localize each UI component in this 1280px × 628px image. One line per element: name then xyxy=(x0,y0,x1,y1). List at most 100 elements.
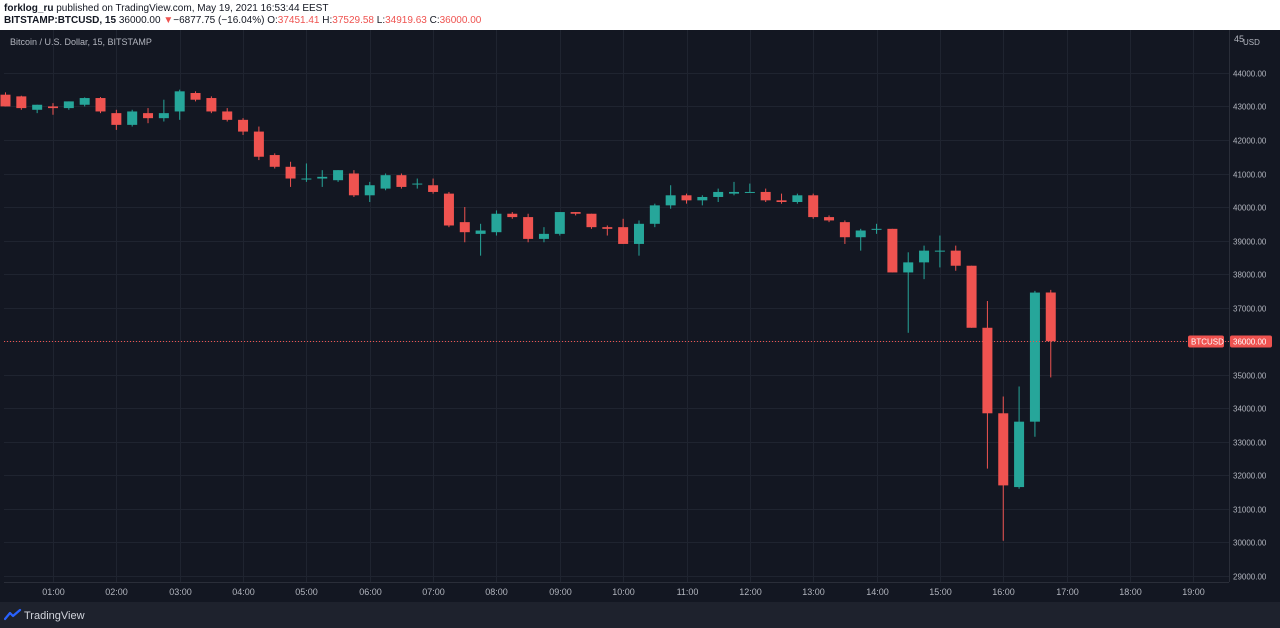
candle-body xyxy=(222,111,233,120)
price-tick-label: 44000.00 xyxy=(1233,70,1267,79)
candle-body xyxy=(649,205,660,224)
candle xyxy=(0,92,11,107)
candle xyxy=(998,396,1009,541)
candle-body xyxy=(380,175,391,189)
candle xyxy=(966,265,977,328)
candle xyxy=(127,109,138,127)
candle xyxy=(570,212,581,216)
candle-body xyxy=(744,191,755,193)
candle-body xyxy=(903,262,914,273)
change-arrow-icon: ▼ xyxy=(163,15,174,26)
candle xyxy=(760,188,771,203)
candle xyxy=(63,101,74,110)
candle xyxy=(79,97,90,107)
candle-body xyxy=(190,93,201,100)
candle xyxy=(380,173,391,191)
candle-body xyxy=(1045,292,1056,342)
price-tick-label: 43000.00 xyxy=(1233,103,1267,112)
candle xyxy=(523,213,534,243)
candle-body xyxy=(982,327,993,414)
symbol-label: BITSTAMP:BTCUSD, 15 xyxy=(4,15,117,26)
candle-body xyxy=(507,213,518,218)
price-tick-label: 30000.00 xyxy=(1233,539,1267,548)
candle xyxy=(839,220,850,244)
candle xyxy=(507,212,518,219)
candle xyxy=(95,97,106,114)
candle xyxy=(729,181,740,196)
candle xyxy=(1029,290,1040,437)
chart-area[interactable]: 29000.00 30000.00 31000.00 32000.00 33000.00… xyxy=(0,30,1280,602)
candle-body xyxy=(396,175,407,187)
high-label: H: xyxy=(322,15,333,26)
price-tick-label: 39000.00 xyxy=(1233,238,1267,247)
candle-body xyxy=(665,195,676,206)
candle-body xyxy=(681,195,692,201)
candle-body xyxy=(285,166,296,179)
candle xyxy=(887,228,898,273)
candle-body xyxy=(16,96,27,109)
candle xyxy=(713,188,724,203)
open-value: 37451.41 xyxy=(277,15,320,26)
low-value: 34919.63 xyxy=(385,15,427,26)
candle xyxy=(269,153,280,169)
low-label: L: xyxy=(376,15,386,26)
candle-body xyxy=(348,173,359,196)
close-label: C: xyxy=(429,15,440,26)
candle-body xyxy=(523,217,534,239)
candle xyxy=(16,95,27,110)
time-tick-label: 18:00 xyxy=(1119,587,1142,597)
candle xyxy=(792,193,803,204)
time-tick-label: 13:00 xyxy=(802,587,825,597)
candle xyxy=(538,227,549,243)
candle xyxy=(459,207,470,243)
publish-date: published on TradingView.com, May 19, 20… xyxy=(53,3,329,14)
candle-body xyxy=(0,94,11,107)
candle xyxy=(744,183,755,193)
candle-body xyxy=(602,227,613,229)
candle-body xyxy=(586,213,597,228)
candle xyxy=(396,173,407,189)
time-tick-label: 19:00 xyxy=(1182,587,1205,597)
time-tick-label: 16:00 xyxy=(992,587,1015,597)
candle xyxy=(919,245,930,280)
candle-body xyxy=(808,195,819,218)
time-axis[interactable]: 01:00 02:00 03:00 04:00 05:00 06:00 07:00 08:00… xyxy=(42,587,1205,597)
candle-body xyxy=(934,250,945,252)
candle xyxy=(618,218,629,244)
time-tick-label: 08:00 xyxy=(485,587,508,597)
price-tick-label: 35000.00 xyxy=(1233,372,1267,381)
candle xyxy=(443,191,454,228)
price-tick-label: 29000.00 xyxy=(1233,573,1267,582)
price-tick-label: 37000.00 xyxy=(1233,305,1267,314)
candle-body xyxy=(1014,421,1025,488)
symbol-price-tag-text: BTCUSD xyxy=(1191,338,1224,347)
candle-body xyxy=(491,213,502,233)
time-tick-label: 02:00 xyxy=(105,587,128,597)
candle-body xyxy=(63,101,74,109)
candle-body xyxy=(364,185,375,196)
candle-body xyxy=(301,178,312,180)
candle xyxy=(32,104,43,114)
candle xyxy=(681,193,692,204)
candle-body xyxy=(998,413,1009,486)
high-value: 37529.58 xyxy=(332,15,374,26)
candle-body xyxy=(792,195,803,203)
candlestick-chart[interactable]: 29000.00 30000.00 31000.00 32000.00 33000.00… xyxy=(0,30,1280,602)
candle xyxy=(301,163,312,182)
candle-body xyxy=(887,228,898,273)
candle-body xyxy=(269,155,280,167)
price-axis[interactable]: 29000.00 30000.00 31000.00 32000.00 33000.00… xyxy=(1233,70,1267,582)
tradingview-logo-icon[interactable] xyxy=(4,608,22,622)
publisher-name[interactable]: forklog_ru xyxy=(4,3,54,14)
price-tick-label: 42000.00 xyxy=(1233,137,1267,146)
currency-label: USD xyxy=(1243,38,1260,47)
close-value: 36000.00 xyxy=(439,15,482,26)
candle xyxy=(348,170,359,197)
last-price: 36000.00 xyxy=(118,15,161,26)
candle xyxy=(697,195,708,206)
candle-body xyxy=(824,217,835,221)
time-tick-label: 09:00 xyxy=(549,587,572,597)
candle-body xyxy=(206,98,217,112)
footer-brand[interactable]: TradingView xyxy=(24,610,85,622)
candle-body xyxy=(111,113,122,125)
